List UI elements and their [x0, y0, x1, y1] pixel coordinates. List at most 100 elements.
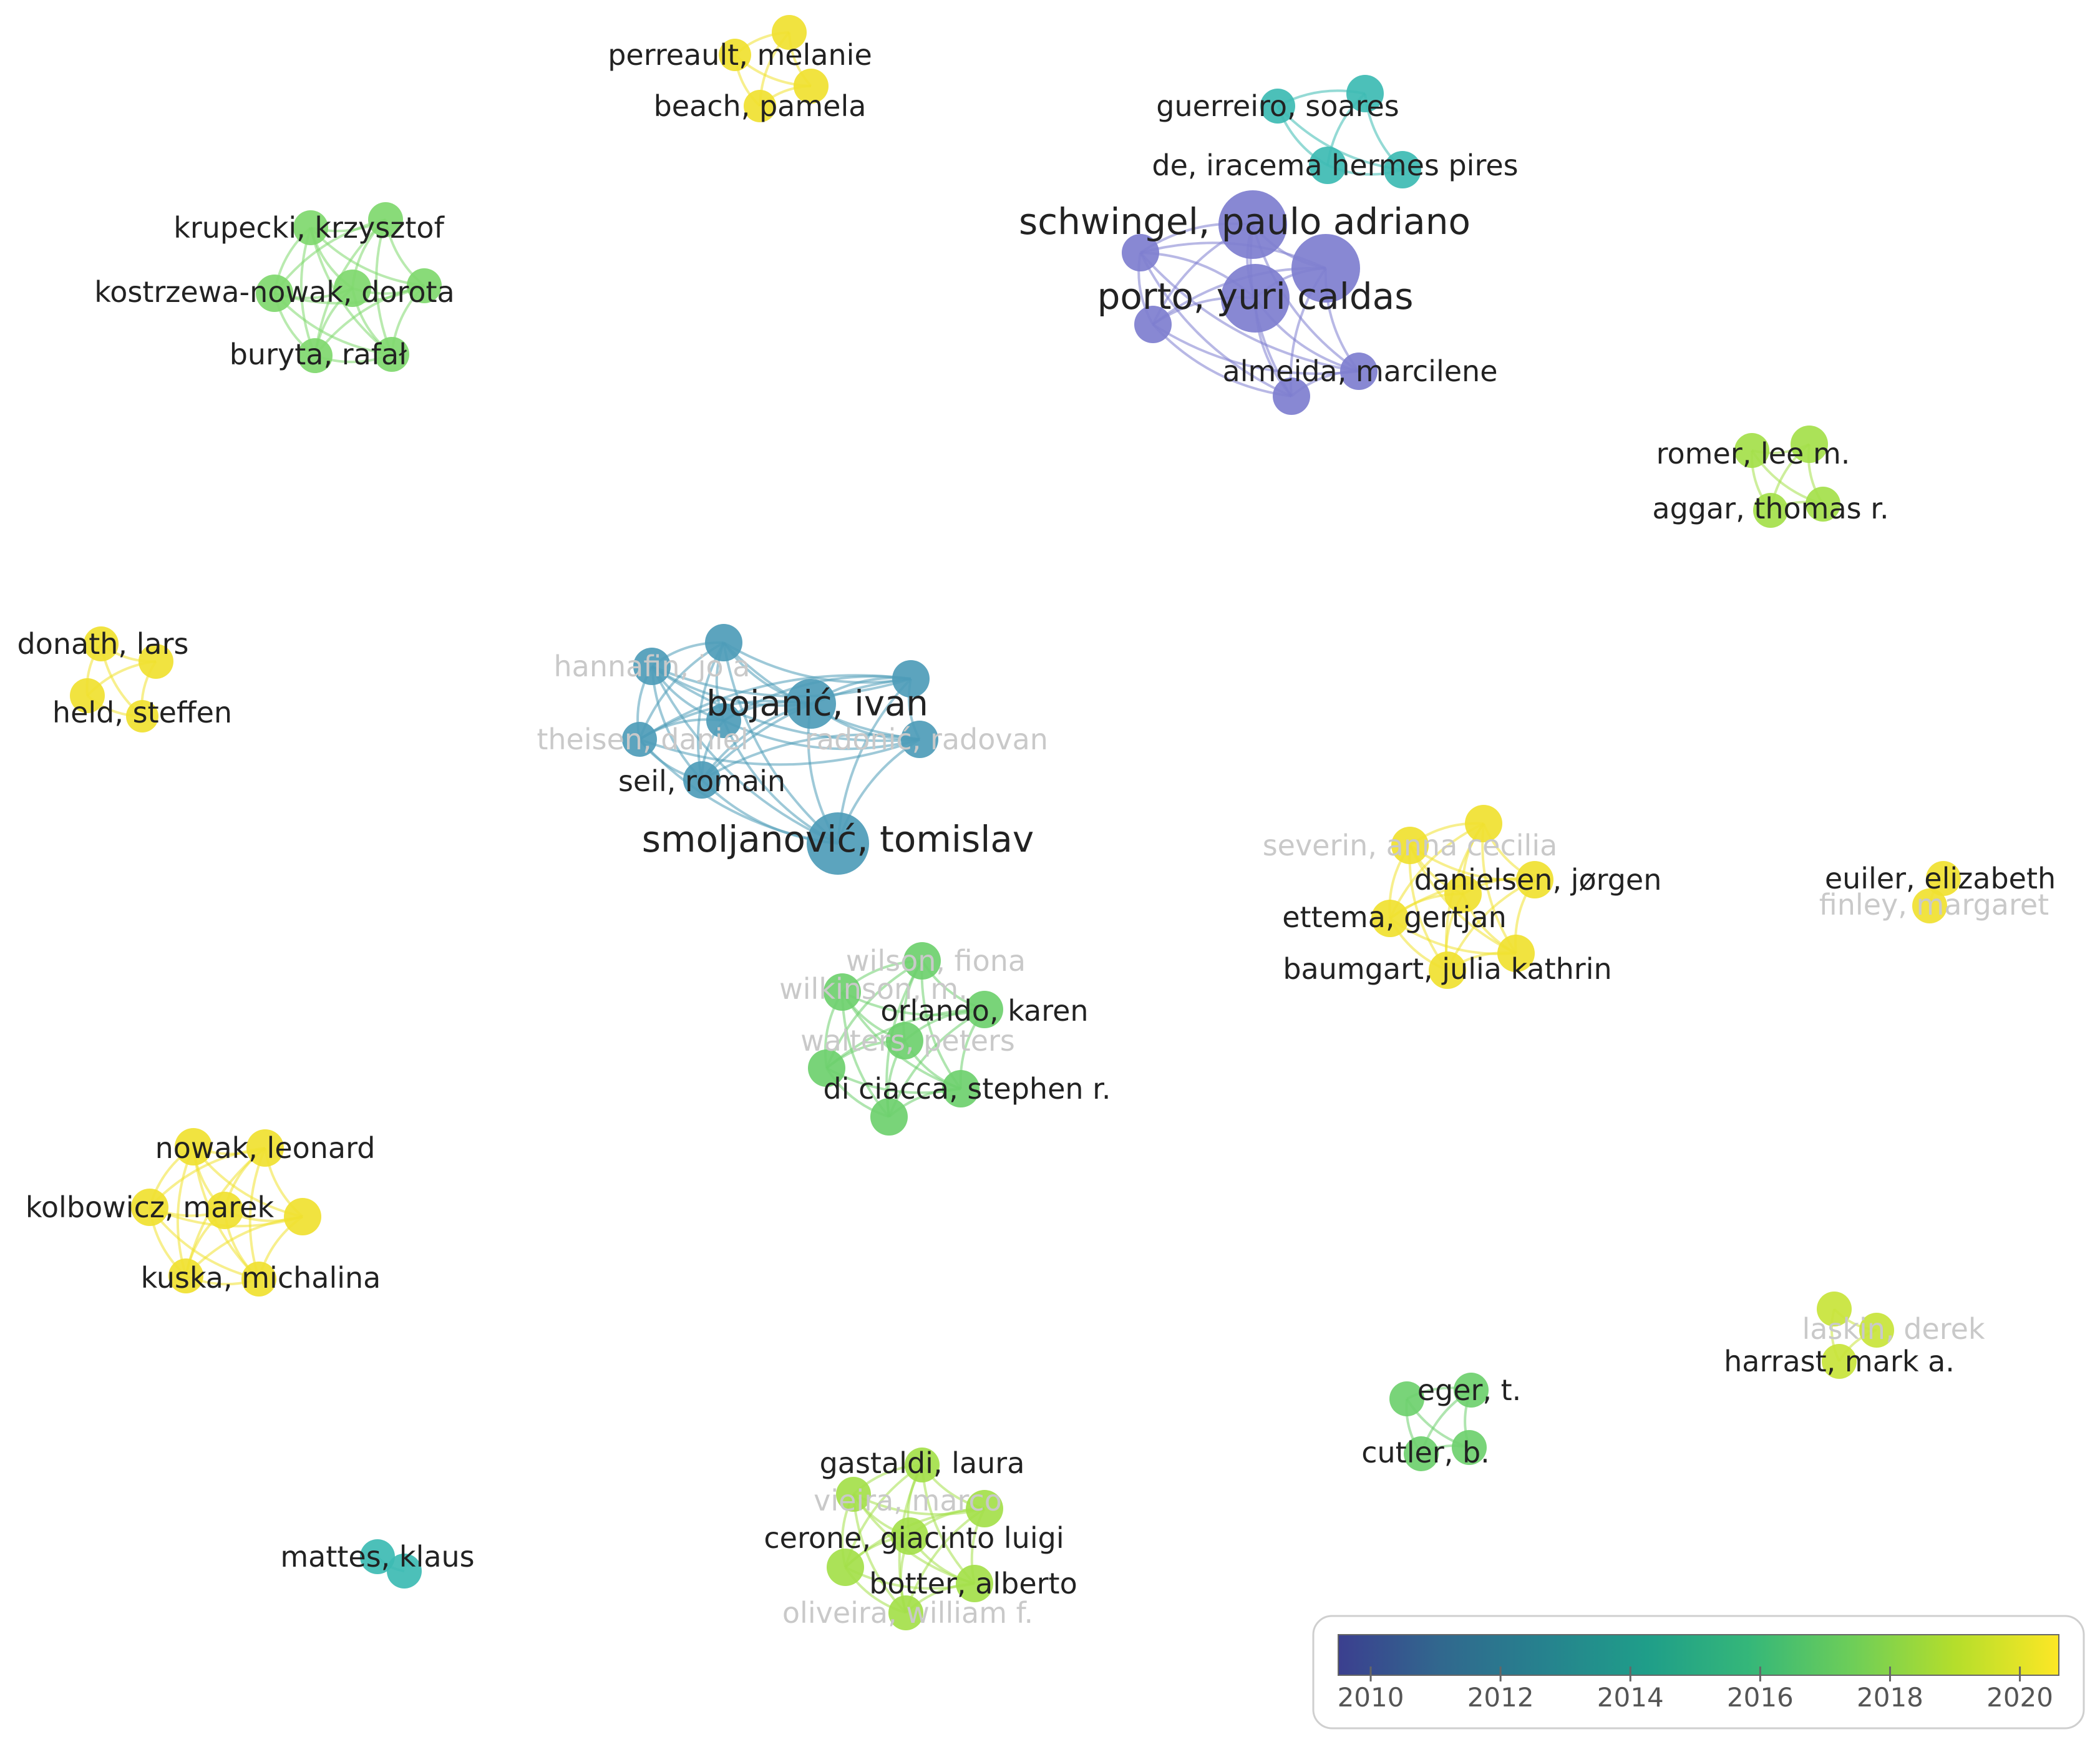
label-mattes-0[interactable]: mattes, klaus	[280, 1540, 474, 1574]
node-romer-2[interactable]	[1806, 487, 1840, 522]
node-perreault-1[interactable]	[719, 39, 751, 71]
node-krupecki-4[interactable]	[407, 268, 442, 303]
node-bojanic-4[interactable]	[706, 703, 741, 738]
node-krupecki-3[interactable]	[334, 270, 371, 307]
node-nowak-2[interactable]	[131, 1189, 168, 1226]
node-schwingel-5[interactable]	[1340, 353, 1378, 390]
node-bojanic-1[interactable]	[633, 648, 671, 685]
node-donath-2[interactable]	[70, 678, 105, 713]
label-orlando-1[interactable]: wilkinson, m.	[779, 972, 968, 1006]
node-bojanic-8[interactable]	[807, 812, 869, 875]
label-bojanic-1[interactable]: bojanić, ivan	[706, 684, 928, 724]
node-danielsen-0[interactable]	[1465, 805, 1502, 842]
node-nowak-6[interactable]	[241, 1262, 276, 1297]
node-eger-2[interactable]	[1452, 1430, 1487, 1465]
label-schwingel-1[interactable]: porto, yuri caldas	[1097, 275, 1414, 318]
node-orlando-1[interactable]	[824, 973, 861, 1011]
label-gastaldi-3[interactable]: botter, alberto	[869, 1567, 1077, 1600]
label-danielsen-2[interactable]: ettema, gertjan	[1282, 900, 1507, 934]
node-euiler-0[interactable]	[1926, 861, 1961, 896]
label-gastaldi-1[interactable]: vieira, marco	[814, 1484, 1002, 1517]
node-romer-1[interactable]	[1791, 426, 1828, 463]
label-bojanic-2[interactable]: theisen, daniel	[537, 723, 748, 756]
label-harrast-1[interactable]: harrast, mark a.	[1724, 1345, 1955, 1378]
node-mattes-0[interactable]	[360, 1539, 395, 1574]
node-orlando-2[interactable]	[966, 991, 1003, 1028]
label-orlando-2[interactable]: orlando, karen	[880, 994, 1088, 1028]
node-schwingel-3[interactable]	[1122, 234, 1159, 271]
label-gastaldi-2[interactable]: cerone, giacinto luigi	[764, 1521, 1064, 1555]
node-harrast-0[interactable]	[1817, 1292, 1852, 1326]
node-gastaldi-4[interactable]	[827, 1549, 864, 1586]
label-eger-0[interactable]: eger, t.	[1417, 1373, 1522, 1407]
label-orlando-0[interactable]: wilson, fiona	[846, 944, 1026, 978]
label-schwingel-2[interactable]: almeida, marcilene	[1223, 354, 1498, 388]
node-krupecki-6[interactable]	[374, 337, 409, 372]
node-bojanic-2[interactable]	[892, 660, 930, 698]
label-harrast-0[interactable]: laskin, derek	[1802, 1312, 1985, 1346]
node-euiler-1[interactable]	[1912, 888, 1947, 923]
node-eger-0[interactable]	[1454, 1373, 1489, 1408]
label-danielsen-3[interactable]: baumgart, julia kathrin	[1283, 952, 1611, 986]
label-schwingel-0[interactable]: schwingel, paulo adriano	[1019, 200, 1470, 243]
node-krupecki-2[interactable]	[256, 275, 293, 312]
node-krupecki-5[interactable]	[298, 338, 333, 373]
node-eger-3[interactable]	[1404, 1436, 1439, 1471]
label-donath-1[interactable]: held, steffen	[52, 696, 232, 729]
node-guerreiro-2[interactable]	[1309, 147, 1346, 184]
node-gastaldi-5[interactable]	[956, 1565, 993, 1602]
label-perreault-1[interactable]: beach, pamela	[654, 89, 867, 123]
label-krupecki-2[interactable]: buryta, rafał	[230, 338, 407, 371]
label-nowak-2[interactable]: kuska, michalina	[141, 1261, 381, 1295]
label-danielsen-0[interactable]: severin, anna cecilia	[1263, 829, 1558, 862]
node-schwingel-4[interactable]	[1134, 306, 1172, 343]
node-schwingel-2[interactable]	[1221, 264, 1290, 333]
node-danielsen-5[interactable]	[1497, 935, 1535, 972]
node-gastaldi-0[interactable]	[905, 1448, 940, 1482]
node-krupecki-0[interactable]	[293, 210, 328, 245]
label-guerreiro-0[interactable]: guerreiro, soares	[1156, 89, 1399, 123]
node-bojanic-3[interactable]	[786, 679, 836, 729]
label-bojanic-0[interactable]: hannafin, jo a	[554, 650, 751, 683]
node-perreault-2[interactable]	[794, 69, 829, 104]
node-bojanic-0[interactable]	[705, 624, 742, 661]
node-orlando-3[interactable]	[886, 1022, 923, 1059]
label-krupecki-1[interactable]: kostrzewa-nowak, dorota	[94, 275, 455, 309]
label-krupecki-0[interactable]: krupecki, krzysztof	[173, 211, 445, 245]
node-donath-0[interactable]	[84, 626, 119, 661]
node-mattes-1[interactable]	[387, 1554, 422, 1589]
node-donath-1[interactable]	[139, 644, 173, 679]
node-romer-0[interactable]	[1734, 433, 1769, 468]
node-orlando-5[interactable]	[942, 1070, 980, 1107]
label-gastaldi-0[interactable]: gastaldi, laura	[820, 1446, 1025, 1480]
label-gastaldi-4[interactable]: oliveira, william f.	[782, 1596, 1033, 1630]
node-danielsen-1[interactable]	[1391, 827, 1429, 864]
node-gastaldi-3[interactable]	[891, 1517, 928, 1555]
node-harrast-2[interactable]	[1822, 1344, 1857, 1379]
label-bojanic-5[interactable]: smoljanović, tomislav	[642, 818, 1034, 860]
label-orlando-3[interactable]: walters, peters	[800, 1024, 1015, 1058]
label-nowak-0[interactable]: nowak, leonard	[155, 1131, 376, 1165]
node-donath-3[interactable]	[126, 700, 158, 732]
node-guerreiro-1[interactable]	[1260, 89, 1295, 124]
label-euiler-1[interactable]: finley, margaret	[1819, 888, 2049, 922]
node-danielsen-6[interactable]	[1429, 951, 1466, 989]
node-orlando-6[interactable]	[870, 1098, 908, 1136]
node-bojanic-5[interactable]	[622, 722, 657, 757]
node-krupecki-1[interactable]	[368, 202, 403, 237]
label-romer-0[interactable]: romer, lee m.	[1656, 437, 1850, 470]
node-danielsen-2[interactable]	[1516, 861, 1553, 898]
node-schwingel-0[interactable]	[1218, 190, 1287, 259]
label-eger-1[interactable]: cutler, b.	[1361, 1436, 1490, 1469]
node-orlando-4[interactable]	[808, 1049, 845, 1087]
label-guerreiro-1[interactable]: de, iracema hermes pires	[1152, 148, 1518, 182]
node-orlando-0[interactable]	[903, 942, 941, 980]
label-danielsen-1[interactable]: danielsen, jørgen	[1414, 863, 1662, 897]
node-romer-3[interactable]	[1753, 493, 1788, 528]
node-guerreiro-3[interactable]	[1384, 151, 1421, 188]
label-bojanic-4[interactable]: seil, romain	[618, 764, 785, 798]
node-perreault-3[interactable]	[744, 90, 776, 122]
node-nowak-0[interactable]	[175, 1128, 212, 1165]
node-bojanic-7[interactable]	[683, 761, 721, 799]
node-eger-1[interactable]	[1389, 1381, 1424, 1416]
